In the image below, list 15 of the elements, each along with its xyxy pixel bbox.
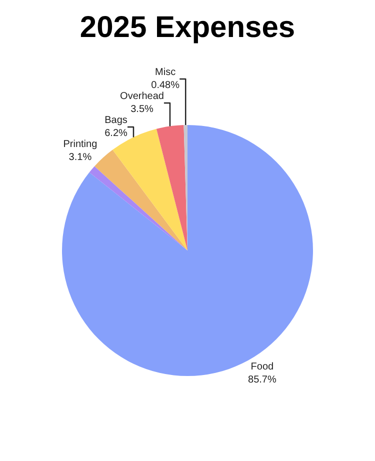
- pie-slice: [94, 150, 188, 250]
- data-label: 3.5%: [130, 104, 154, 115]
- data-label: 6.2%: [104, 128, 128, 139]
- slice-label: Printing: [63, 138, 98, 150]
- chart-title: 2025 Expenses: [80, 11, 296, 44]
- slice-label: Bags: [104, 114, 128, 126]
- pie-slice: [156, 125, 188, 250]
- data-label: 0.48%: [151, 80, 180, 91]
- slice-label: Overhead: [120, 90, 164, 102]
- slice-label: Misc: [155, 66, 176, 78]
- data-label: 3.1%: [68, 152, 92, 163]
- slice-label: Food: [250, 361, 274, 372]
- pie-slice: [62, 125, 313, 376]
- data-label: 85.7%: [248, 374, 276, 386]
- pie-slice: [89, 166, 188, 250]
